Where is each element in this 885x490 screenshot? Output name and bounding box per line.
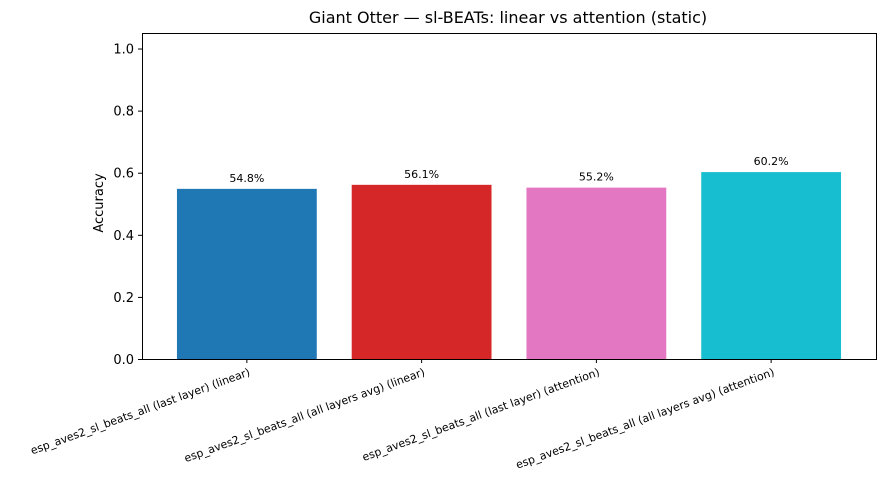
bar xyxy=(526,187,667,359)
y-tick-label: 1.0 xyxy=(113,43,134,58)
bars-group xyxy=(176,172,842,359)
bar xyxy=(176,188,317,359)
y-axis: 0.0 0.2 0.4 0.6 0.8 1.0 xyxy=(113,43,142,368)
bar-value-label: 56.1% xyxy=(404,168,439,181)
y-axis-label: Accuracy xyxy=(92,173,107,233)
bar-value-label: 54.8% xyxy=(229,172,264,185)
bar-value-label: 55.2% xyxy=(579,171,614,184)
y-tick-label: 0.0 xyxy=(113,353,134,368)
chart-title: Giant Otter — sl-BEATs: linear vs attent… xyxy=(309,8,707,27)
bar xyxy=(351,184,492,359)
y-tick-label: 0.2 xyxy=(113,291,134,306)
value-labels-group: 54.8% 56.1% 55.2% 60.2% xyxy=(229,155,788,185)
bar-value-label: 60.2% xyxy=(754,155,789,168)
y-tick-label: 0.4 xyxy=(113,229,134,244)
plot-frame xyxy=(142,33,877,360)
y-tick-label: 0.8 xyxy=(113,105,134,120)
bar xyxy=(701,172,842,359)
x-axis: esp_aves2_sl_beats_all (last layer) (lin… xyxy=(29,359,776,472)
y-tick-label: 0.6 xyxy=(113,167,134,182)
